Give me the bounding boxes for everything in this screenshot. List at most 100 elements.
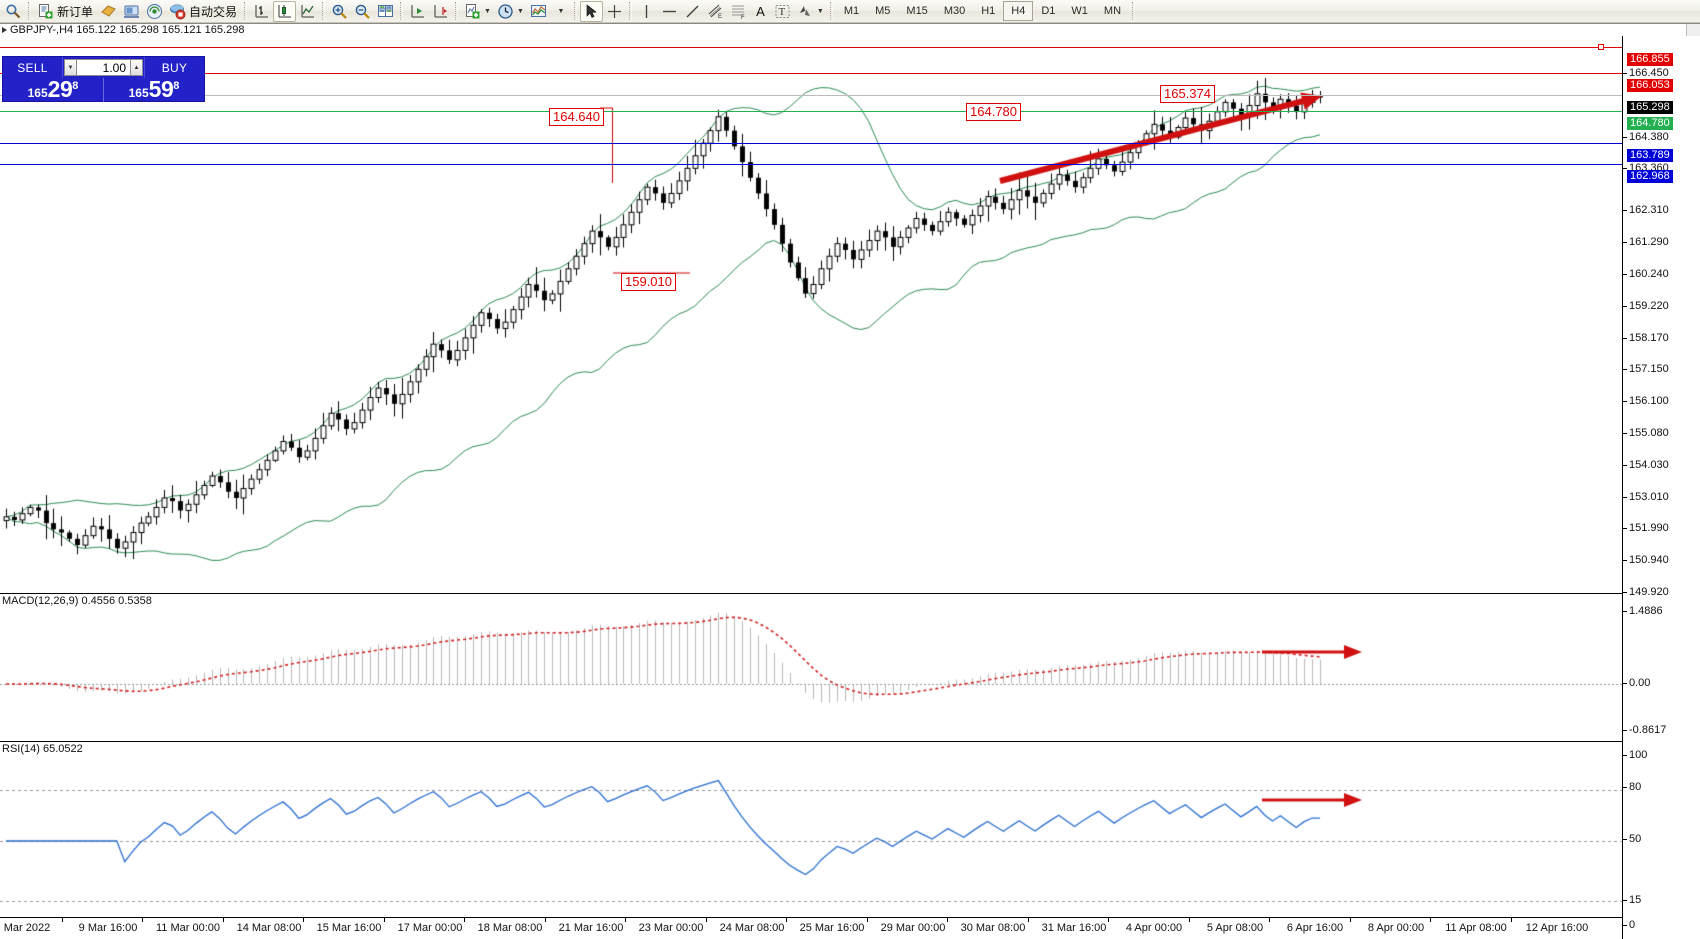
rsi-pane[interactable]: RSI(14) 65.0522 — [0, 741, 1622, 917]
sell-price-sup: 8 — [72, 80, 79, 92]
cursor-tool-button[interactable] — [579, 0, 603, 22]
search-button[interactable] — [2, 1, 25, 22]
zoom-out-button[interactable] — [351, 1, 374, 22]
timeframe-m1[interactable]: M1 — [843, 5, 860, 17]
text-label-button[interactable]: T — [771, 1, 794, 22]
zoom-in-icon — [331, 3, 348, 20]
price-annotation-label[interactable]: 165.374 — [1160, 85, 1215, 103]
timeframe-m5[interactable]: M5 — [875, 5, 891, 17]
svg-text:E: E — [718, 14, 722, 20]
price-axis[interactable]: 166.450 164.380 163.360 162.310 161.290 160.2… — [1622, 36, 1700, 939]
macd-canvas — [0, 594, 1622, 741]
toolbar-separator — [573, 2, 577, 20]
toolbar-separator — [829, 2, 833, 20]
main-toolbar: 新订单 自动交易 — [0, 0, 1700, 23]
price-level-line[interactable] — [0, 73, 1622, 74]
sell-button[interactable]: SELL — [3, 57, 63, 78]
templates-button[interactable]: ▼ — [461, 1, 494, 22]
zoom-in-button[interactable] — [328, 1, 351, 22]
time-axis[interactable]: Mar 2022 9 Mar 16:00 11 Mar 00:00 14 Mar 08… — [0, 917, 1622, 939]
timeframe-h4[interactable]: H4 — [1003, 1, 1034, 21]
crosshair-tool-button[interactable] — [603, 1, 626, 22]
price-level-line[interactable] — [0, 143, 1622, 144]
chevron-down-icon[interactable]: ▼ — [516, 7, 524, 15]
price-axis-badge[interactable]: 165.298 — [1627, 101, 1673, 114]
equidistant-channel-button[interactable]: E — [704, 1, 727, 22]
line-chart-button[interactable] — [296, 1, 319, 22]
horizontal-line-button[interactable] — [658, 1, 681, 22]
signals-button[interactable] — [143, 1, 166, 22]
price-axis-badge[interactable]: 166.053 — [1627, 79, 1673, 92]
sell-price[interactable]: 165 29 8 — [3, 78, 103, 102]
volume-decrease-button[interactable]: ▼ — [64, 59, 77, 76]
terminal-button[interactable] — [120, 1, 143, 22]
volume-increase-button[interactable]: ▲ — [130, 59, 143, 76]
more-indicators-button[interactable]: ▼ — [550, 1, 571, 22]
volume-control[interactable]: ▼ 1.00 ▲ — [63, 57, 144, 78]
price-level-line[interactable] — [0, 47, 1622, 48]
chevron-down-icon[interactable]: ▼ — [557, 7, 565, 15]
collapse-triangle-icon — [2, 27, 7, 33]
price-axis-label: 161.290 — [1629, 236, 1669, 248]
sell-price-lead: 165 — [27, 86, 48, 100]
toolbar-separator — [244, 2, 248, 20]
indicators-button[interactable] — [527, 1, 550, 22]
candlestick-chart-button[interactable] — [273, 0, 297, 22]
timeframe-w1[interactable]: W1 — [1071, 5, 1088, 17]
buy-button[interactable]: BUY — [144, 57, 204, 78]
chart-symbol-bar: GBPJPY-,H4 165.122 165.298 165.121 165.2… — [0, 23, 1700, 37]
autotrading-button[interactable]: 自动交易 — [166, 1, 241, 22]
price-level-line[interactable] — [0, 111, 1622, 112]
new-order-icon — [37, 3, 54, 20]
text-button[interactable]: A — [750, 1, 771, 22]
horizontal-scrollbar[interactable] — [1686, 24, 1700, 37]
timeframe-m30[interactable]: M30 — [943, 5, 966, 17]
time-axis-tick — [303, 918, 304, 922]
price-axis-badge[interactable]: 164.780 — [1627, 117, 1673, 130]
line-selection-handle[interactable] — [1598, 44, 1604, 50]
timeframe-d1[interactable]: D1 — [1041, 5, 1056, 17]
rsi-axis-tick — [1623, 900, 1627, 901]
auto-scroll-button[interactable] — [429, 1, 452, 22]
vertical-line-button[interactable] — [635, 1, 658, 22]
price-pane[interactable]: 164.640 164.780 165.374 159.010 — [0, 36, 1622, 593]
trendline-button[interactable] — [681, 1, 704, 22]
fibonacci-icon: F — [730, 3, 747, 21]
price-level-line[interactable] — [0, 95, 1622, 96]
price-axis-badge[interactable]: 162.968 — [1627, 170, 1673, 183]
timeframe-mn[interactable]: MN — [1103, 5, 1122, 17]
one-click-trading-panel[interactable]: SELL ▼ 1.00 ▲ BUY 165 29 8 165 59 8 — [2, 56, 205, 102]
price-axis-badge[interactable]: 166.855 — [1627, 53, 1673, 66]
new-order-button[interactable]: 新订单 — [34, 1, 97, 22]
time-axis-label: 29 Mar 00:00 — [880, 922, 946, 934]
autotrading-label: 自动交易 — [189, 4, 238, 19]
metaeditor-icon — [100, 3, 117, 20]
timeframe-m15[interactable]: M15 — [906, 5, 928, 17]
price-annotation-label[interactable]: 159.010 — [621, 273, 676, 291]
data-window-button[interactable] — [374, 1, 397, 22]
time-axis-tick — [1108, 918, 1109, 922]
chart-shift-button[interactable] — [406, 1, 429, 22]
macd-pane[interactable]: MACD(12,26,9) 0.4556 0.5358 — [0, 593, 1622, 741]
price-annotation-label[interactable]: 164.780 — [966, 103, 1021, 121]
timeframe-h1[interactable]: H1 — [981, 5, 996, 17]
arrows-button[interactable]: ▼ — [794, 1, 827, 22]
time-axis-label: 4 Apr 00:00 — [1125, 922, 1183, 934]
bar-chart-button[interactable] — [250, 1, 273, 22]
toolbar-separator — [455, 2, 459, 20]
chart-area[interactable]: GBPJPY-,H4 165.122 165.298 165.121 165.2… — [0, 23, 1700, 939]
period-button[interactable]: ▼ — [494, 1, 527, 22]
buy-price[interactable]: 165 59 8 — [104, 78, 204, 102]
price-axis-tick — [1623, 242, 1627, 243]
fibonacci-button[interactable]: F — [727, 1, 750, 22]
chevron-down-icon[interactable]: ▼ — [816, 7, 824, 15]
rsi-axis-tick — [1623, 787, 1627, 788]
volume-input[interactable]: 1.00 — [77, 59, 130, 76]
price-level-line[interactable] — [0, 164, 1622, 165]
price-axis-badge[interactable]: 163.789 — [1627, 149, 1673, 162]
metaeditor-button[interactable] — [97, 1, 120, 22]
time-axis-tick — [706, 918, 707, 922]
time-axis-tick — [223, 918, 224, 922]
chevron-down-icon[interactable]: ▼ — [484, 7, 491, 15]
price-annotation-label[interactable]: 164.640 — [549, 108, 604, 126]
